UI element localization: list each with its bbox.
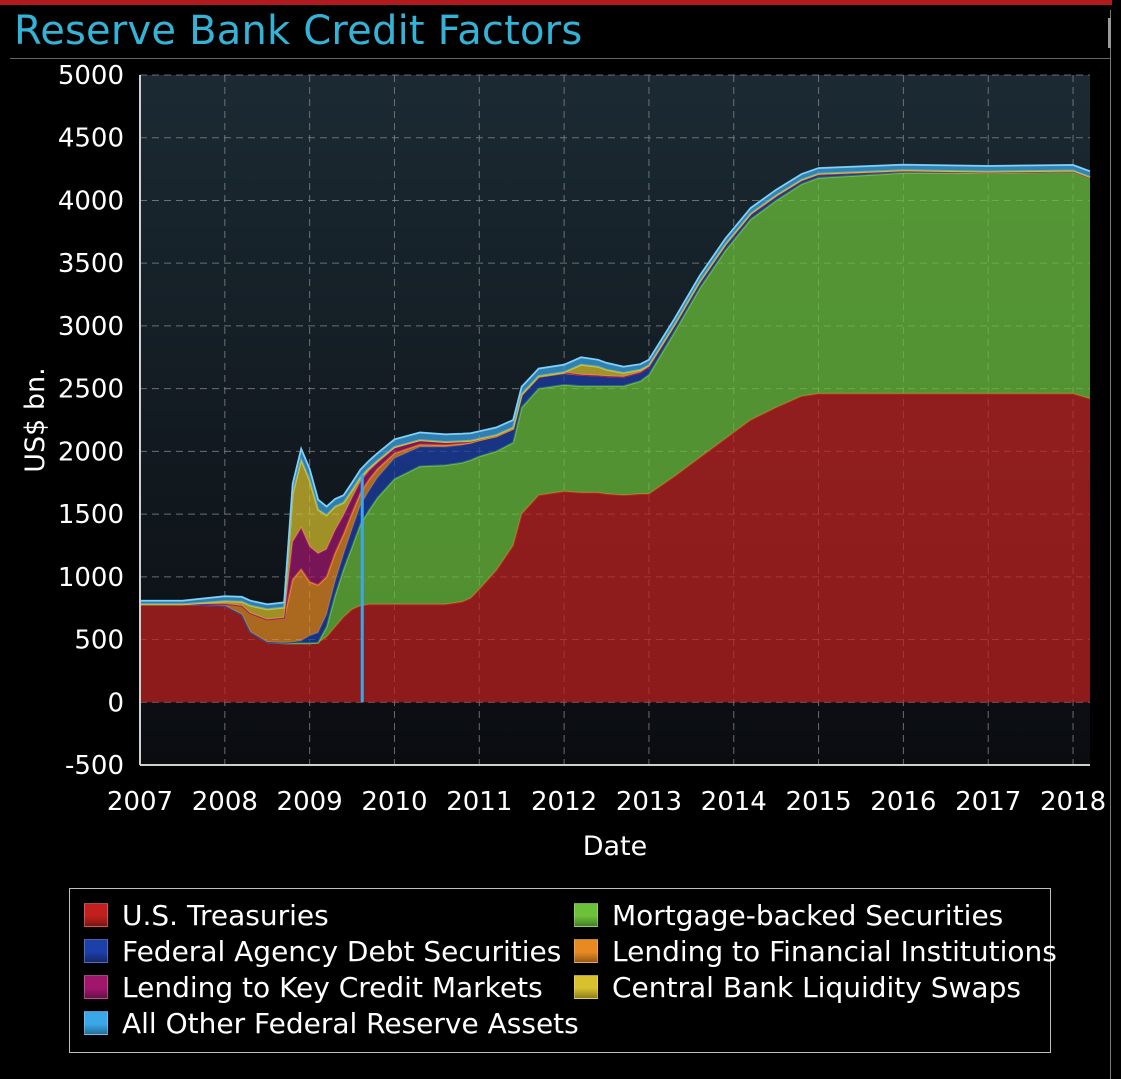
y-tick-label: 500 <box>74 626 124 656</box>
legend-label: Federal Agency Debt Securities <box>122 934 562 968</box>
x-tick-label: 2008 <box>192 787 258 817</box>
x-tick-label: 2013 <box>616 787 682 817</box>
x-tick-labels: 2007 2008 2009 2010 2011 2012 2013 2014 2015 2016… <box>107 787 1106 817</box>
y-tick-label: 2500 <box>58 375 124 405</box>
legend-label: Mortgage-backed Securities <box>612 898 1004 932</box>
legend-item-federal-agency-debt: Federal Agency Debt Securities <box>84 934 561 968</box>
y-tick-label: 4000 <box>58 186 124 216</box>
chart-panel <box>10 58 1110 1069</box>
legend-label: All Other Federal Reserve Assets <box>122 1006 579 1040</box>
y-tick-labels: 5000450040003500300025002000150010005000… <box>58 61 124 781</box>
x-tick-label: 2010 <box>361 787 427 817</box>
legend-label: Lending to Key Credit Markets <box>122 970 543 1004</box>
y-axis-label: US$ bn. <box>20 367 51 473</box>
legend-item-lending-key-credit-markets: Lending to Key Credit Markets <box>84 970 543 1004</box>
x-tick-label: 2011 <box>446 787 512 817</box>
legend-swatch <box>574 903 598 927</box>
y-tick-label: 1500 <box>58 500 124 530</box>
panel-right-border <box>1110 10 1111 1079</box>
legend-label: U.S. Treasuries <box>122 898 329 932</box>
top-accent-bar <box>0 0 1112 5</box>
x-tick-label: 2018 <box>1040 787 1106 817</box>
legend-item-central-bank-liquidity-swaps: Central Bank Liquidity Swaps <box>574 970 1021 1004</box>
legend-swatch <box>84 1011 108 1035</box>
y-tick-label: 5000 <box>58 61 124 91</box>
total-outline <box>140 163 1091 606</box>
legend-item-mortgage-backed-securities: Mortgage-backed Securities <box>574 898 1003 932</box>
y-tick-label: 3000 <box>58 312 124 342</box>
x-axis-label: Date <box>583 831 648 862</box>
legend-label: Central Bank Liquidity Swaps <box>612 970 1021 1004</box>
legend-item-all-other-assets: All Other Federal Reserve Assets <box>84 1006 579 1040</box>
x-tick-label: 2015 <box>785 787 851 817</box>
y-tick-label: -500 <box>65 751 124 781</box>
legend-swatch <box>84 903 108 927</box>
y-tick-label: 1000 <box>58 563 124 593</box>
x-tick-label: 2014 <box>701 787 767 817</box>
x-tick-label: 2016 <box>870 787 936 817</box>
y-tick-label: 3500 <box>58 249 124 279</box>
chart-title: Reserve Bank Credit Factors <box>14 8 583 54</box>
y-tick-label: 0 <box>107 688 124 718</box>
chart-legend: U.S. Treasuries Mortgage-backed Securiti… <box>69 888 1057 1053</box>
x-tick-label: 2017 <box>955 787 1021 817</box>
y-tick-label: 4500 <box>58 124 124 154</box>
legend-swatch <box>574 939 598 963</box>
area-series <box>140 163 1091 703</box>
legend-swatch <box>84 939 108 963</box>
legend-item-lending-financial-institutions: Lending to Financial Institutions <box>574 934 1057 968</box>
area-u-s-treasuries <box>140 393 1090 703</box>
legend-swatch <box>84 975 108 999</box>
axes <box>139 75 1090 766</box>
x-tick-label: 2009 <box>277 787 343 817</box>
stacked-area-chart: 5000450040003500300025002000150010005000… <box>20 61 1106 862</box>
title-edge-marker <box>1108 18 1111 48</box>
area-mortgage-backed-securities <box>140 171 1090 644</box>
legend-label: Lending to Financial Institutions <box>612 934 1057 968</box>
y-tick-label: 2000 <box>58 437 124 467</box>
x-tick-label: 2012 <box>531 787 597 817</box>
x-tick-label: 2007 <box>107 787 173 817</box>
legend-swatch <box>574 975 598 999</box>
legend-item-us-treasuries: U.S. Treasuries <box>84 898 329 932</box>
